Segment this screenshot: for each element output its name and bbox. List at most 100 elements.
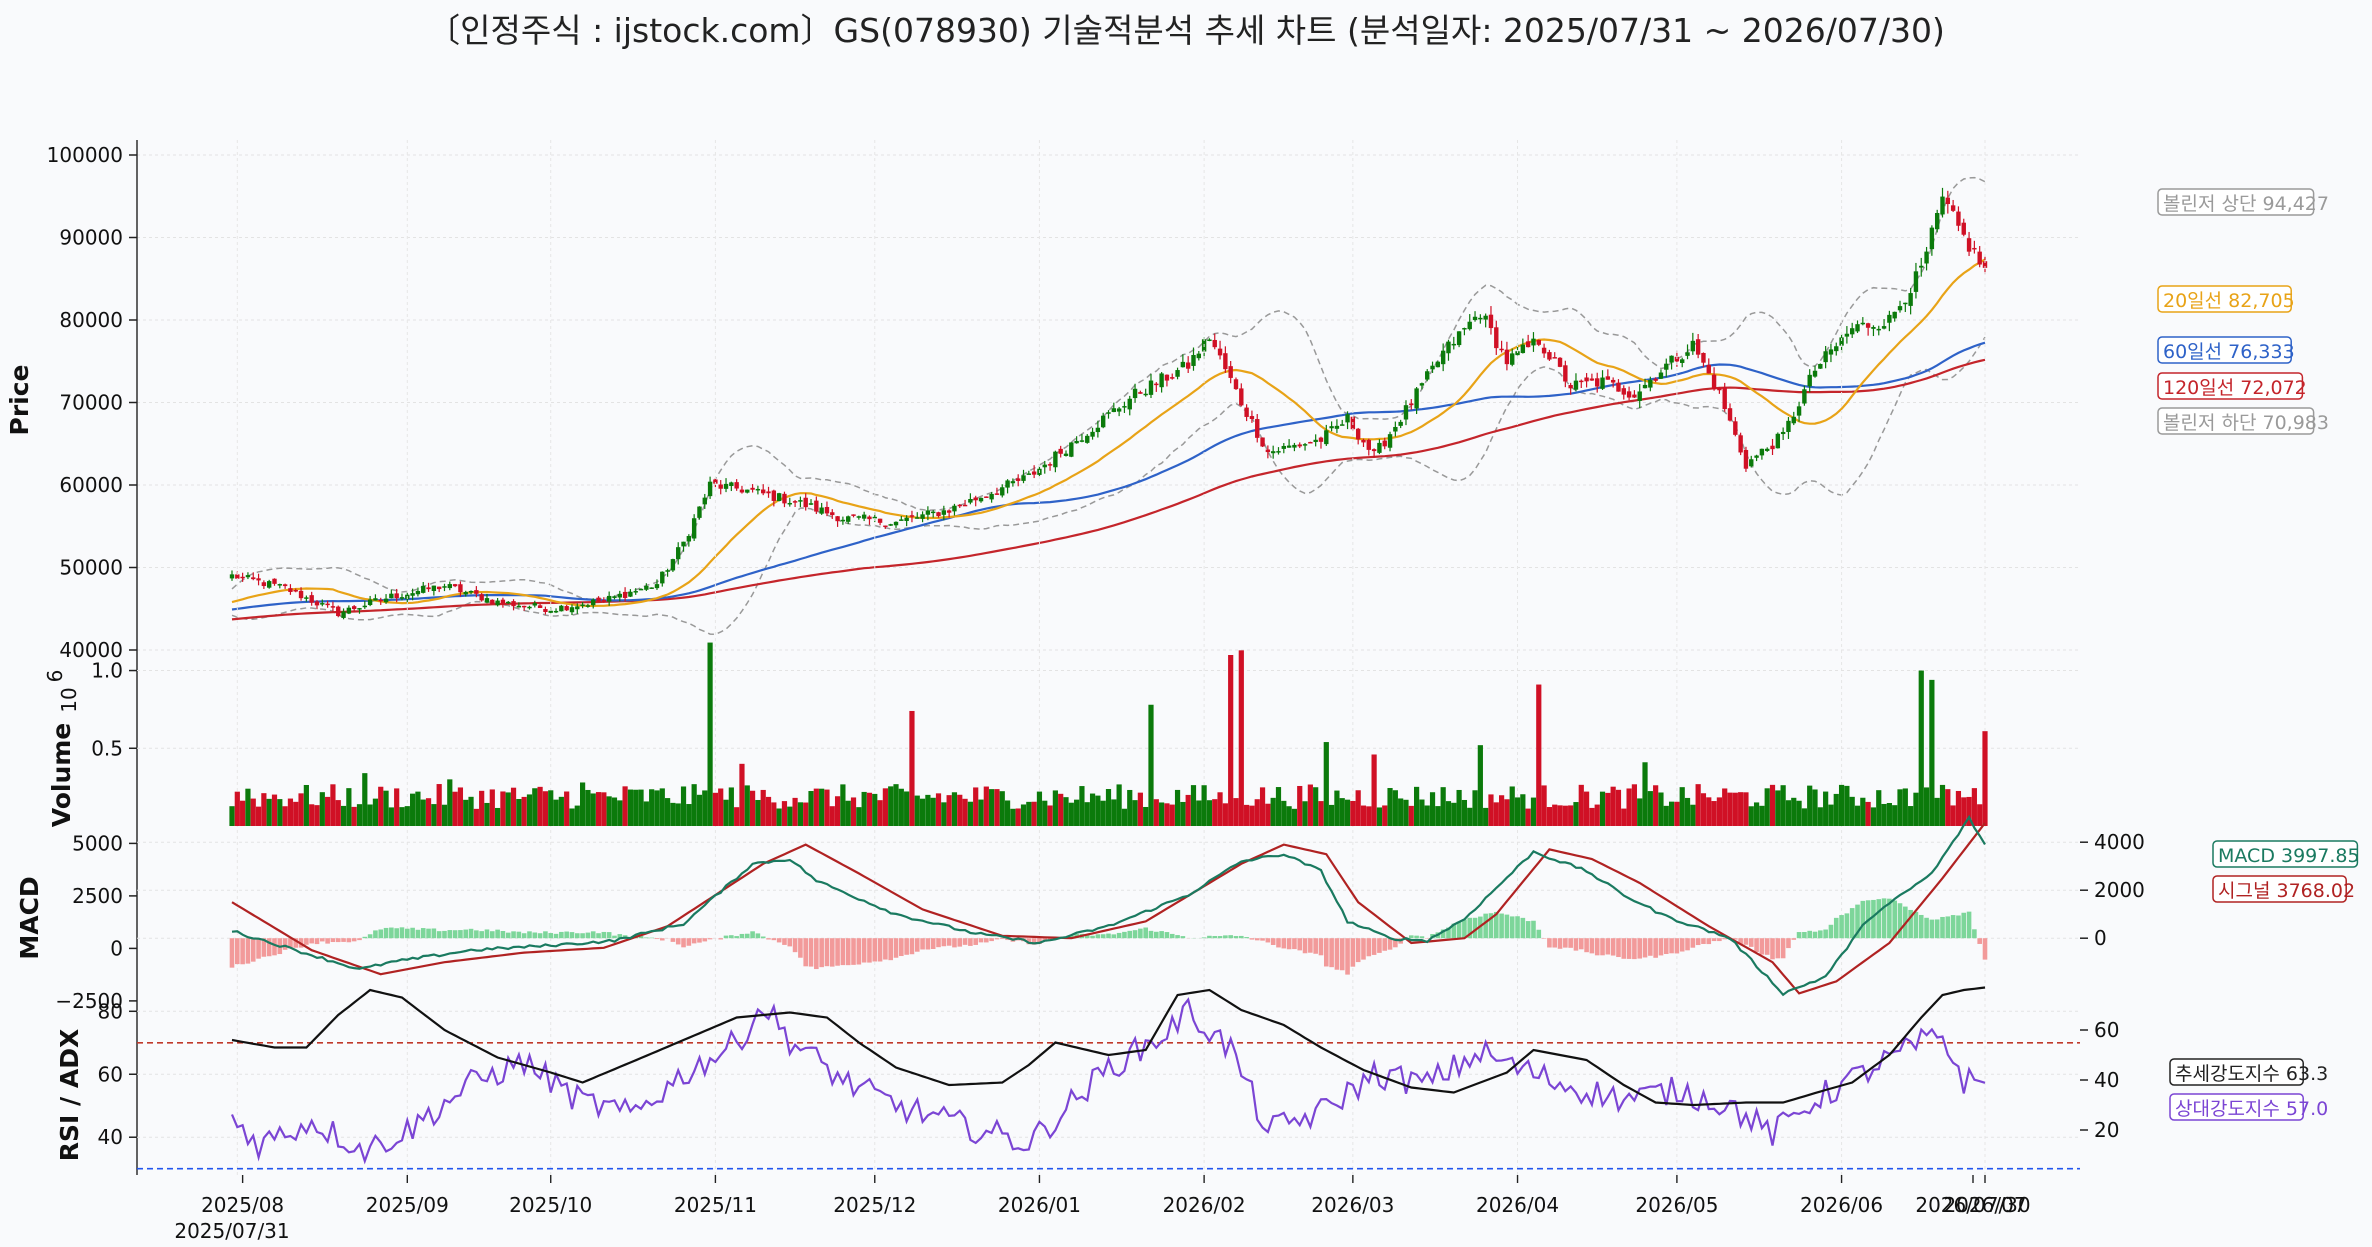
volume-bar <box>1536 684 1542 826</box>
volume-bar <box>1578 784 1584 826</box>
candle <box>266 581 272 588</box>
candle <box>1260 437 1265 447</box>
macd-histogram-bar <box>1610 938 1616 956</box>
candle <box>229 574 235 579</box>
volume-bar <box>1573 802 1579 826</box>
candle <box>883 525 888 528</box>
macd-right-tick-label: 2000 <box>2094 878 2145 902</box>
macd-histogram-bar <box>1748 938 1754 947</box>
candle <box>750 487 755 490</box>
candle <box>798 500 803 502</box>
candle <box>426 587 431 590</box>
candle <box>1616 382 1621 392</box>
candle <box>1191 354 1196 366</box>
macd-histogram-bar <box>659 938 665 941</box>
candle <box>1919 265 1924 268</box>
candle <box>495 600 500 606</box>
macd-histogram-bar <box>266 938 272 957</box>
volume-bar <box>1732 792 1738 826</box>
rsi-tick-label: 80 <box>98 999 123 1023</box>
macd-histogram-bar <box>452 930 458 939</box>
macd-histogram-bar <box>1090 935 1095 939</box>
macd-histogram-bar <box>1106 933 1111 939</box>
chart-title: 〔인정주식 : ijstock.com〕GS(078930) 기술적분석 추세 … <box>427 11 1945 50</box>
candle <box>1881 326 1887 329</box>
volume-bar <box>707 642 713 826</box>
price-tick-label: 100000 <box>47 143 123 167</box>
macd-histogram-bar <box>930 938 936 950</box>
volume-bar <box>1063 797 1069 826</box>
price-tick-label: 70000 <box>59 391 123 415</box>
candle <box>1924 251 1929 264</box>
macd-histogram-bar <box>1323 938 1329 967</box>
volume-bar <box>1637 798 1643 826</box>
candle <box>1802 389 1807 404</box>
volume-bar <box>548 790 554 826</box>
macd-histogram-bar <box>463 929 469 939</box>
candle <box>893 521 899 526</box>
volume-bar <box>1562 805 1568 826</box>
macd-histogram-bar <box>792 938 798 953</box>
macd-histogram-bar <box>436 931 442 939</box>
macd-histogram-bar <box>1446 927 1451 939</box>
candle <box>1069 442 1074 457</box>
macd-right-tick-label: 4000 <box>2094 830 2145 854</box>
volume-bar <box>1615 789 1622 826</box>
macd-histogram-bar <box>1770 938 1775 960</box>
macd-histogram-bar <box>861 938 867 963</box>
candle <box>1680 359 1685 363</box>
candle <box>1786 420 1791 432</box>
macd-histogram-bar <box>1159 931 1164 939</box>
candle <box>1834 346 1839 352</box>
macd-histogram-bar <box>1578 938 1584 950</box>
macd-histogram-bar <box>304 938 309 945</box>
candle <box>1929 227 1935 250</box>
volume-bar <box>1254 799 1260 826</box>
macd-panel: −2500 0 2500 5000 0 2000 4000 MACD <box>15 814 2145 1013</box>
candle <box>1382 440 1387 447</box>
candle <box>468 590 474 593</box>
macd-histogram-bar <box>638 935 644 939</box>
macd-histogram-bar <box>1695 938 1701 946</box>
volume-bar <box>797 802 803 826</box>
candle <box>1563 365 1568 382</box>
candle <box>1695 339 1701 355</box>
macd-histogram-bar <box>936 938 941 948</box>
volume-bar <box>627 789 634 826</box>
volume-bar <box>1467 807 1473 826</box>
volume-bar <box>1286 806 1292 826</box>
macd-line <box>231 814 1986 997</box>
volume-bar <box>1759 805 1765 826</box>
volume-bar <box>314 805 320 826</box>
volume-bar <box>1902 788 1908 826</box>
macd-histogram-bar <box>644 937 649 939</box>
volume-bar <box>946 795 952 826</box>
macd-histogram-bar <box>442 930 447 939</box>
candle <box>1318 437 1324 442</box>
candle <box>872 516 877 519</box>
volume-bar <box>1854 805 1861 826</box>
macd-histogram-bar <box>1233 936 1239 939</box>
candle <box>1270 451 1276 454</box>
candle <box>1897 306 1903 311</box>
candle <box>861 514 867 519</box>
volume-bar <box>1966 796 1972 826</box>
candle <box>1658 372 1664 379</box>
candle <box>373 598 378 601</box>
macd-histogram-bar <box>272 938 277 956</box>
adx-right-tick-label: 20 <box>2094 1118 2119 1142</box>
macd-histogram-bar <box>771 938 777 941</box>
volume-bar <box>1509 786 1515 826</box>
volume-bar <box>909 710 915 826</box>
volume-bar <box>914 795 920 826</box>
macd-histogram-bar <box>702 938 708 942</box>
volume-bar <box>1807 785 1813 826</box>
volume-bar <box>1626 788 1632 826</box>
volume-bar <box>1886 803 1892 826</box>
candle <box>739 489 745 493</box>
volume-bar <box>962 798 968 826</box>
x-tick-label: 2026/03 <box>1311 1193 1394 1217</box>
macd-histogram-bar <box>330 938 336 943</box>
macd-histogram-bar <box>1849 908 1855 939</box>
macd-histogram-bar <box>1371 938 1377 955</box>
